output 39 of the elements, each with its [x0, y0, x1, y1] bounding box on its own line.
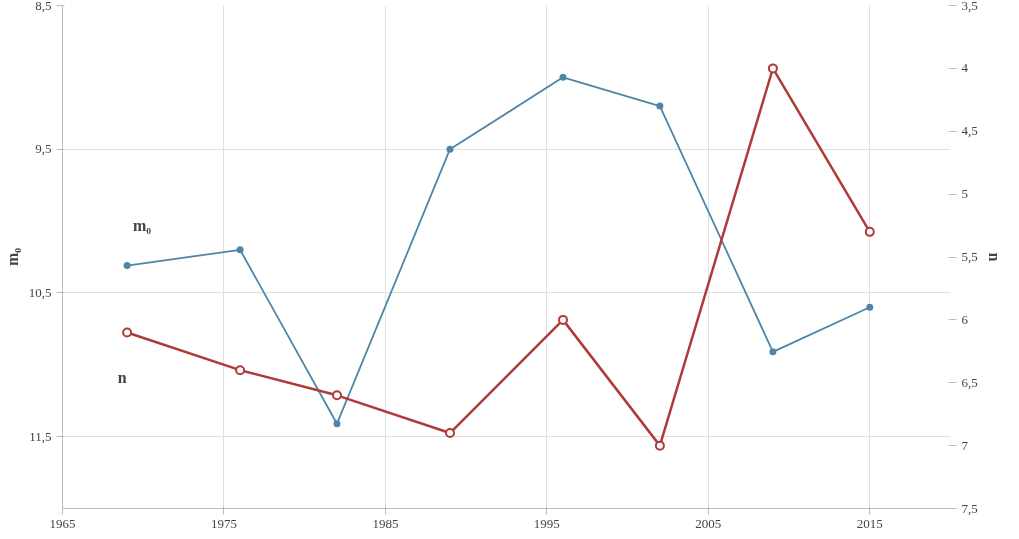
- point: [559, 73, 567, 81]
- point: [769, 348, 777, 356]
- y2-tick-label: 3,5: [961, 0, 978, 13]
- point: [235, 365, 246, 376]
- text: n: [117, 368, 127, 386]
- y2-tick-label: 6,5: [961, 374, 978, 390]
- point: [866, 303, 874, 311]
- y2-tick-label: 4,5: [961, 123, 978, 139]
- y-tick-label: 10,5: [28, 284, 52, 300]
- point: [558, 314, 569, 325]
- point: [123, 262, 131, 270]
- y2-tick-label: 5: [961, 186, 968, 202]
- y2-tick-label: 7,5: [961, 500, 978, 516]
- point: [654, 440, 665, 451]
- x-tick-label: 1985: [372, 515, 399, 531]
- x-tick-label: 2005: [695, 515, 722, 531]
- y2-tick-label: 7: [961, 437, 969, 453]
- point: [656, 102, 664, 110]
- point: [333, 420, 341, 428]
- x-tick-label: 1995: [533, 515, 560, 531]
- point: [767, 63, 778, 74]
- point: [236, 246, 244, 254]
- y2-tick-label: 4: [961, 60, 969, 76]
- y-tick-label: 11,5: [29, 428, 52, 444]
- y-tick-label: 9,5: [35, 141, 52, 157]
- point: [446, 145, 454, 153]
- x-tick-label: 2015: [856, 515, 883, 531]
- point: [444, 428, 455, 439]
- x-tick-label: 1965: [49, 515, 76, 531]
- x-tick-label: 1975: [210, 515, 237, 531]
- y2-axis-title: n: [985, 252, 1003, 262]
- y-axis-title: m₀: [3, 247, 21, 267]
- y-tick-label: 8,5: [35, 0, 52, 13]
- point: [122, 327, 133, 338]
- point: [864, 226, 875, 237]
- y2-tick-label: 5,5: [961, 249, 978, 264]
- point: [331, 390, 342, 401]
- y2-tick-label: 6: [961, 311, 969, 327]
- series-label: m₀: [133, 217, 152, 235]
